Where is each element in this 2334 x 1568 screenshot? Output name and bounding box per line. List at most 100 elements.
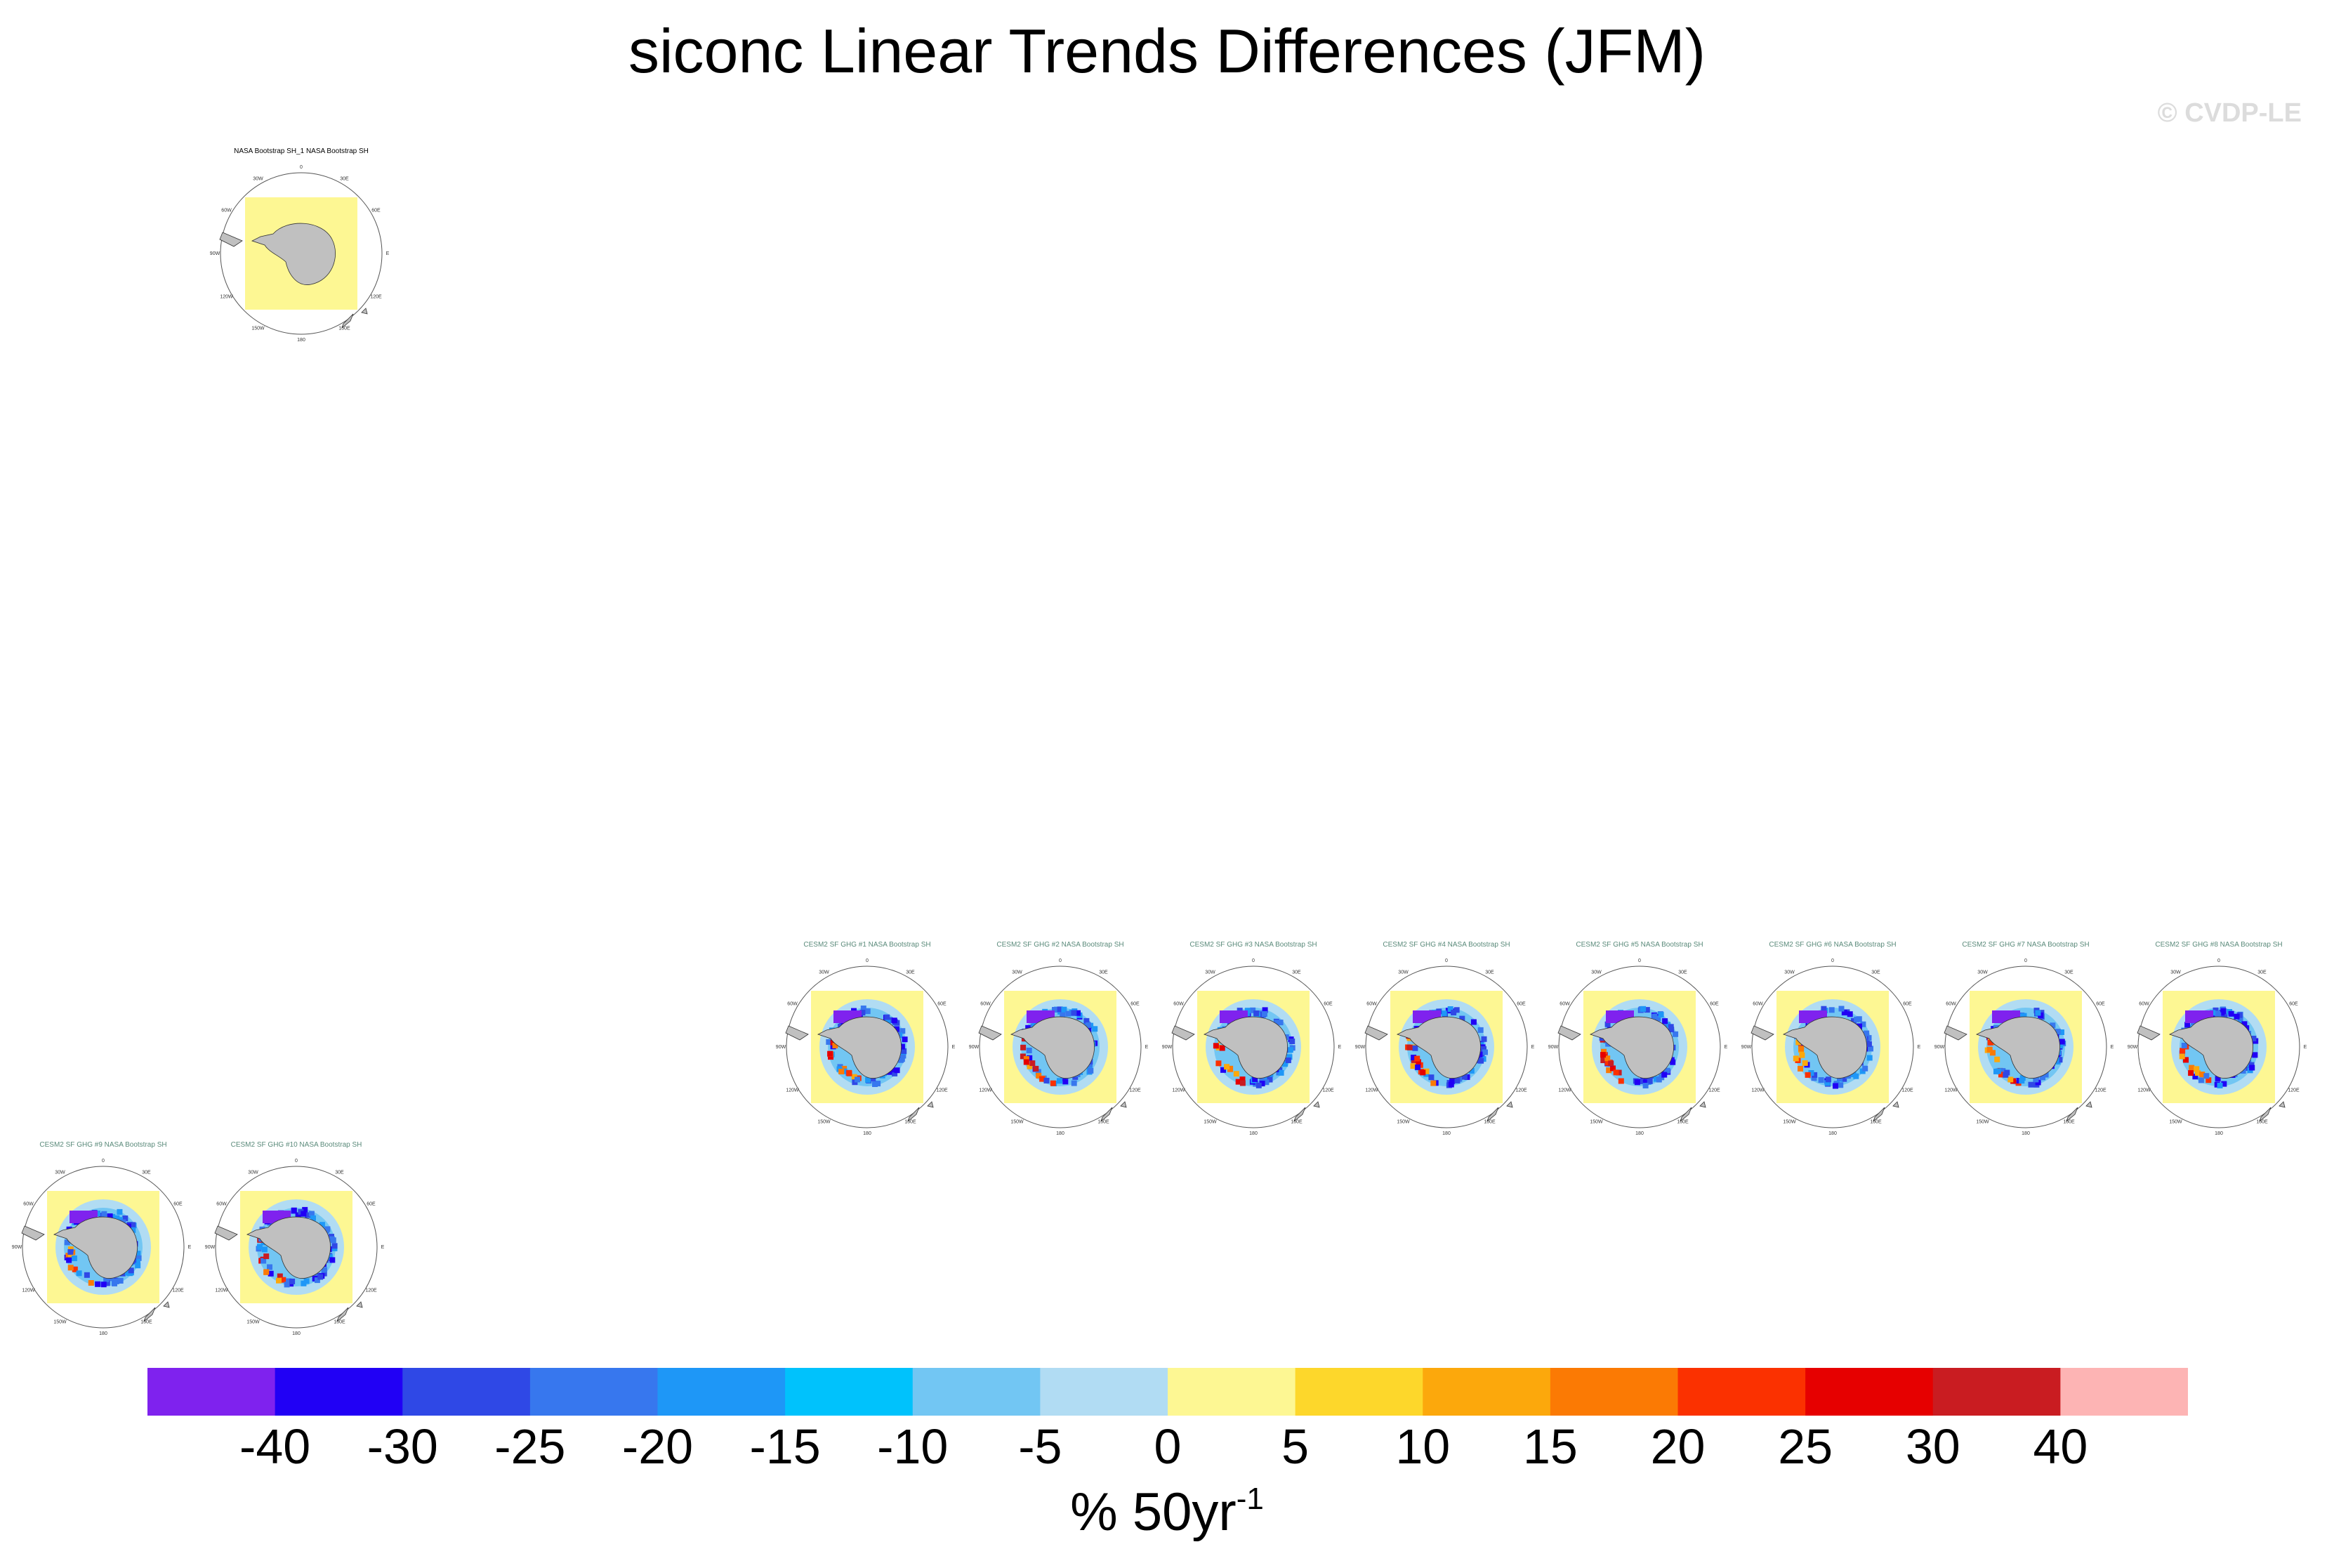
trend-cell	[1847, 1011, 1853, 1017]
trend-cell	[1481, 1036, 1487, 1042]
longitude-label: 120W	[1365, 1088, 1378, 1093]
trend-cell	[1854, 1016, 1860, 1022]
trend-cell	[2195, 1070, 2201, 1076]
polar-map: 0 30E 60E E 120E 150E 180 150W 120W 90W 60W 30W	[969, 958, 1149, 1136]
trend-cell	[1259, 1081, 1265, 1087]
south-america-tip	[978, 1025, 1002, 1041]
trend-cell	[1795, 1039, 1802, 1046]
trend-cell	[2059, 1029, 2064, 1035]
tasmania	[1313, 1101, 1320, 1108]
colorbar-tick-label: -10	[877, 1419, 949, 1474]
trend-cell	[2033, 1076, 2039, 1083]
longitude-label: 120E	[1129, 1088, 1141, 1093]
trend-cell	[2237, 1015, 2243, 1021]
trend-cell	[846, 1069, 852, 1076]
trend-cell	[1655, 1015, 1661, 1022]
trend-cell	[1065, 1010, 1072, 1017]
south-america-tip	[214, 1225, 238, 1241]
colorbar-swatch	[1932, 1368, 2061, 1416]
polar-map: 0 30E 60E E 120E 150E 180 150W 120W 90W 60W 30W	[205, 1159, 385, 1336]
trend-cell	[1454, 1077, 1461, 1083]
trend-cell	[872, 1081, 878, 1087]
trend-cell	[2179, 1053, 2185, 1060]
trend-cell	[1235, 1079, 1241, 1085]
trend-cell	[860, 1006, 866, 1011]
longitude-label: 30W	[1591, 970, 1602, 975]
trend-cell	[1057, 1006, 1063, 1013]
trend-cell	[1600, 1058, 1607, 1063]
longitude-label: 0	[866, 958, 869, 963]
trend-cell	[1020, 1053, 1026, 1060]
trend-cell	[1608, 1060, 1614, 1067]
trend-cell	[1253, 1081, 1259, 1087]
colorbar-tick-label: 5	[1281, 1419, 1310, 1474]
trend-cell	[319, 1222, 325, 1228]
longitude-label: E	[2111, 1045, 2114, 1050]
longitude-label: 150E	[1291, 1120, 1303, 1125]
trend-cell	[1023, 1056, 1029, 1062]
trend-cell	[864, 1008, 871, 1015]
polar-map: 0 30E 60E E 120E 150E 180 150W 120W 90W 60W 30W	[1162, 958, 1342, 1136]
trend-cell	[1406, 1044, 1413, 1050]
trend-cell	[1665, 1022, 1671, 1028]
antarctica-landmass	[1010, 1016, 1095, 1079]
colorbar-tick-label: -30	[367, 1419, 438, 1474]
longitude-label: 180	[1056, 1131, 1064, 1136]
trend-cell	[855, 1076, 860, 1083]
trend-cell	[317, 1274, 324, 1280]
colorbar-tick-label: 15	[1522, 1419, 1578, 1474]
trend-cell	[1477, 1027, 1484, 1033]
longitude-label: 30E	[1485, 970, 1494, 975]
panel-title: CESM2 SF GHG #10 NASA Bootstrap SH	[230, 1141, 362, 1149]
new-zealand	[1680, 1107, 1692, 1123]
longitude-label: 0	[300, 165, 303, 170]
trend-cell	[1420, 1069, 1426, 1076]
trend-cell	[892, 1070, 898, 1076]
new-zealand	[1486, 1107, 1499, 1123]
trend-cell	[1239, 1080, 1246, 1086]
longitude-label: 150W	[2169, 1120, 2182, 1125]
trend-cell	[1662, 1018, 1668, 1025]
trend-cell	[1616, 1069, 1622, 1076]
trend-cell	[1987, 1039, 1993, 1046]
tasmania	[2085, 1101, 2092, 1108]
longitude-label: 60E	[1130, 1002, 1140, 1007]
trend-cell	[2215, 1076, 2221, 1082]
trend-cell	[117, 1277, 124, 1284]
trend-cell	[1213, 1043, 1219, 1049]
trend-cell	[2219, 1010, 2225, 1016]
trend-cell	[1215, 1060, 1222, 1067]
antarctica-landmass	[251, 223, 336, 285]
longitude-label: E	[1338, 1045, 1342, 1050]
trend-cell	[1986, 1046, 1993, 1053]
trend-cell	[2035, 1010, 2041, 1016]
trend-cell	[117, 1217, 123, 1223]
longitude-label: 180	[1635, 1131, 1644, 1136]
trend-cell	[859, 1010, 866, 1016]
trend-cell	[1868, 1046, 1873, 1052]
trend-cell	[1993, 1068, 1999, 1074]
south-america-tip	[1750, 1025, 1774, 1041]
trend-cell	[2180, 1048, 2186, 1054]
longitude-label: E	[386, 251, 390, 256]
trend-cell	[100, 1282, 107, 1288]
trend-cell	[107, 1213, 113, 1219]
longitude-label: 90W	[1162, 1045, 1173, 1050]
trend-cell	[1410, 1063, 1416, 1069]
tasmania	[927, 1101, 934, 1108]
trend-cell	[894, 1026, 899, 1032]
trend-cell	[289, 1278, 296, 1284]
trend-cell	[1461, 1074, 1468, 1080]
longitude-label: 60W	[1946, 1002, 1956, 1007]
trend-cell	[891, 1017, 897, 1024]
colorbar-tick-label: 40	[2033, 1419, 2088, 1474]
colorbar-swatch	[147, 1368, 276, 1416]
trend-cell	[1866, 1055, 1873, 1061]
trend-cell	[315, 1272, 321, 1279]
trend-cell	[1482, 1049, 1488, 1055]
new-zealand	[907, 1107, 920, 1123]
longitude-label: 60E	[1903, 1002, 1912, 1007]
panel-title: CESM2 SF GHG #7 NASA Bootstrap SH	[1962, 941, 2090, 949]
trend-cell	[1610, 1065, 1616, 1072]
trend-cell	[1639, 1078, 1645, 1084]
